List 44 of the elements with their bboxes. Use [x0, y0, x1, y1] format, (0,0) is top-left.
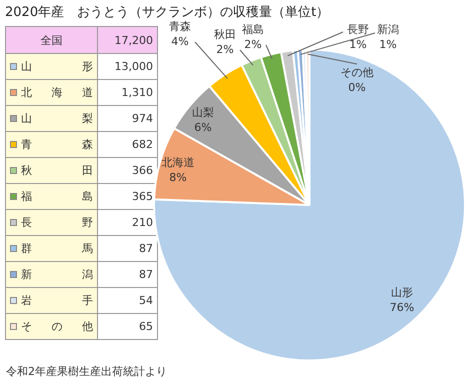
slice-label: 長野	[347, 22, 369, 36]
text: 全国	[6, 26, 98, 54]
text: 1%	[379, 38, 397, 51]
text: 76%	[390, 300, 414, 314]
chart-title: 2020年産 おうとう（サクランボ）の収穫量（単位t）	[5, 4, 330, 21]
slice-label: 福島	[242, 22, 264, 36]
legend-label: 福島	[21, 189, 93, 204]
data-label: 87	[98, 262, 158, 288]
legend-label: 山梨	[21, 111, 93, 126]
text: 令和2年産果樹生産出荷統計より	[6, 364, 167, 379]
data-label: 65	[98, 314, 158, 340]
data-label: 682	[98, 132, 158, 158]
data-label: 974	[98, 106, 158, 132]
text: 6%	[194, 120, 212, 134]
data-label: 87	[98, 236, 158, 262]
legend-label: その他	[21, 319, 93, 334]
slice-label: 山形	[391, 286, 413, 299]
text: 2%	[216, 42, 234, 56]
data-label: 1,310	[98, 80, 158, 106]
legend-label: 群馬	[21, 241, 93, 256]
slice-label: 青森	[169, 20, 191, 33]
data-label: 366	[98, 158, 158, 184]
legend-label: 岩手	[21, 293, 93, 308]
data-label: 13,000	[98, 54, 158, 80]
legend-label: 青森	[21, 137, 93, 152]
text: 0%	[348, 80, 366, 94]
data-label: 365	[98, 184, 158, 210]
category-label: その他	[340, 66, 374, 79]
slice-label: 新潟	[377, 22, 399, 36]
slice-label: 秋田	[214, 28, 236, 41]
data-label: 54	[98, 288, 158, 314]
data-label: 210	[98, 210, 158, 236]
text: 8%	[169, 170, 187, 184]
legend-label: 山形	[21, 59, 93, 74]
text: 4%	[171, 34, 189, 48]
slice-label: 山梨	[192, 106, 214, 119]
text: 2%	[244, 38, 262, 51]
slice-label: 北海道	[162, 156, 194, 169]
text: 1%	[349, 38, 367, 51]
legend-label: 長野	[21, 215, 93, 230]
text: 17,200	[98, 26, 158, 54]
legend-label: 新潟	[21, 267, 93, 282]
legend-label: 北海道	[21, 85, 93, 100]
legend-label: 秋田	[21, 163, 93, 178]
